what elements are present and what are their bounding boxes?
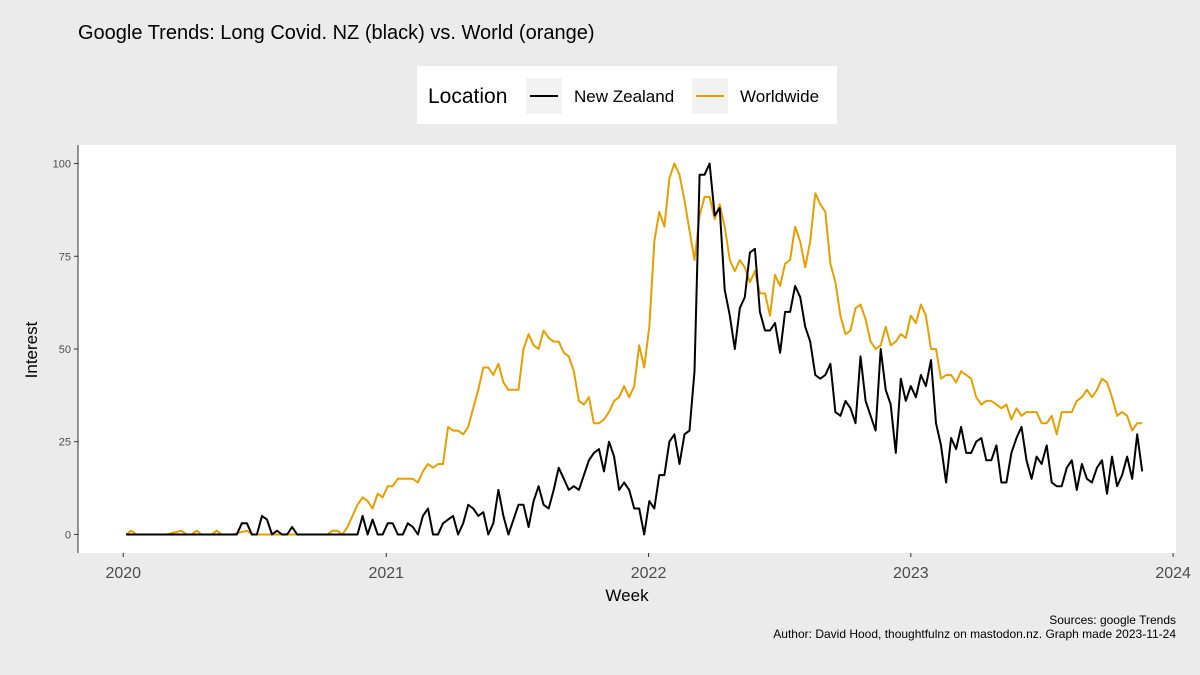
x-tick-label: 2023 <box>893 565 929 582</box>
plot-panel <box>78 145 1176 553</box>
caption-source: Sources: google Trends <box>1049 613 1176 627</box>
y-tick-label: 75 <box>59 251 71 263</box>
y-tick-label: 25 <box>59 437 71 449</box>
y-tick-label: 50 <box>59 344 71 356</box>
legend: Location New Zealand Worldwide <box>417 66 837 124</box>
x-tick-label: 2020 <box>105 565 141 582</box>
legend-label-world: Worldwide <box>740 87 819 106</box>
chart-title: Google Trends: Long Covid. NZ (black) vs… <box>78 22 595 44</box>
legend-label-nz: New Zealand <box>574 87 674 106</box>
y-tick-label: 0 <box>65 529 71 541</box>
y-tick-label: 100 <box>53 159 71 171</box>
legend-box <box>417 66 837 124</box>
series-layer <box>125 162 1144 536</box>
series-line-new-zealand <box>126 162 1144 536</box>
y-axis: 0 25 50 75 100 <box>53 159 78 541</box>
legend-title: Location <box>428 85 507 108</box>
caption-author: Author: David Hood, thoughtfulnz on mast… <box>773 627 1176 641</box>
x-axis-label: Week <box>605 586 649 605</box>
x-tick-label: 2024 <box>1155 565 1191 582</box>
y-axis-label: Interest <box>22 321 41 378</box>
x-tick-label: 2021 <box>368 565 404 582</box>
series-line-worldwide <box>125 162 1143 536</box>
x-axis: 2020 2021 2022 2023 2024 <box>105 553 1191 582</box>
x-tick-label: 2022 <box>631 565 667 582</box>
